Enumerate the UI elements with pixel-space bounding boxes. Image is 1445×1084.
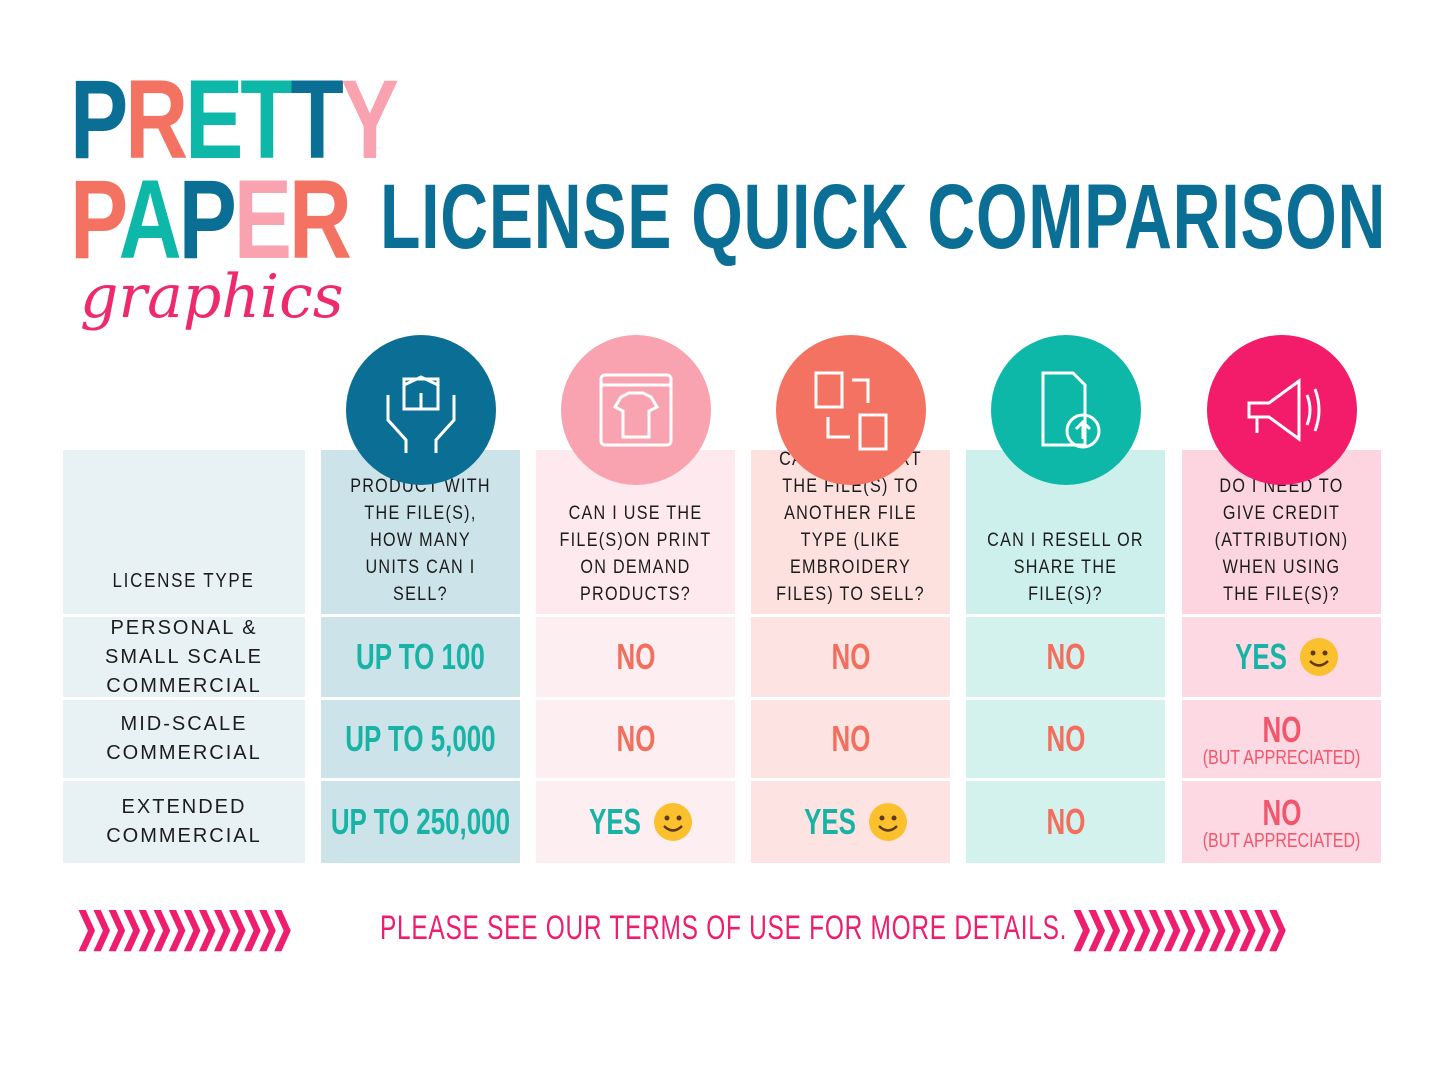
row-label: EXTENDED COMMERCIAL: [63, 781, 305, 863]
cell-value: UP TO 100: [356, 636, 485, 677]
logo-line-graphics: graphics: [80, 262, 344, 332]
cell-value: NO: [1046, 801, 1085, 842]
table-cell: NO: [751, 617, 950, 697]
logo-letter: R: [125, 57, 188, 182]
row-label: PERSONAL & SMALL SCALE COMMERCIAL: [63, 617, 305, 697]
cell-value: UP TO 250,000: [330, 801, 511, 842]
table-cell: YES: [751, 781, 950, 863]
logo-letter: T: [240, 57, 293, 182]
logo-letter: A: [118, 157, 182, 282]
footer-note: ❯❯❯❯❯❯❯❯❯❯❯❯❯❯ PLEASE SEE OUR TERMS OF U…: [75, 905, 1375, 951]
table-cell: NO: [536, 700, 735, 778]
logo-letter: P: [178, 157, 237, 282]
table-cell: NO (BUT APPRECIATED): [1182, 700, 1381, 778]
table-cell: YES: [1182, 617, 1381, 697]
cell-value: NO: [1046, 718, 1085, 759]
column-header: CAN I RESELL OR SHARE THE FILE(S)?: [966, 450, 1165, 614]
smile-emoji-icon: [868, 803, 907, 841]
license-type-header-text: LICENSE TYPE: [113, 570, 255, 592]
table-cell: NO: [966, 617, 1165, 697]
hands-holding-box-icon: [386, 375, 456, 453]
logo-letter: R: [288, 157, 352, 282]
row-label: MID-SCALE COMMERCIAL: [63, 700, 305, 778]
chevrons-right: ❯❯❯❯❯❯❯❯❯❯❯❯❯❯: [1070, 906, 1289, 950]
smile-emoji-icon: [653, 803, 692, 841]
table-cell: NO: [536, 617, 735, 697]
table-cell: NO: [966, 700, 1165, 778]
megaphone-icon: [1247, 378, 1321, 442]
logo-line-paper: PAPER: [70, 164, 352, 276]
file-convert-icon: [814, 371, 888, 451]
cell-value: UP TO 5,000: [345, 718, 496, 759]
table-cell: YES: [536, 781, 735, 863]
logo-line-pretty: PRETTY: [70, 64, 399, 176]
row-label-text: PERSONAL & SMALL SCALE COMMERCIAL: [105, 616, 263, 697]
logo-letter: E: [185, 57, 243, 182]
cell-value: NO: [831, 636, 870, 677]
cell-value: NO: [1262, 708, 1301, 750]
table-cell: UP TO 5,000: [321, 700, 520, 778]
logo-letter: Y: [340, 57, 399, 182]
table-cell: NO: [751, 700, 950, 778]
page-title: LICENSE QUICK COMPARISON: [380, 166, 1387, 268]
cell-value: NO: [1046, 636, 1085, 677]
column-icon-circle: [561, 335, 711, 485]
column-icon-circle: [1207, 335, 1357, 485]
cell-value: NO: [616, 636, 655, 677]
license-type-header: LICENSE TYPE: [63, 450, 305, 614]
cell-value: NO: [1262, 791, 1301, 833]
chevrons-left: ❯❯❯❯❯❯❯❯❯❯❯❯❯❯: [75, 906, 294, 950]
column-question: CAN I RESELL OR SHARE THE FILE(S)?: [987, 530, 1144, 605]
column-question: CAN I USE THE FILE(S)ON PRINT ON DEMAND …: [559, 503, 712, 605]
cell-value: NO: [616, 718, 655, 759]
footer-text: PLEASE SEE OUR TERMS OF USE FOR MORE DET…: [380, 908, 1068, 947]
row-label-text: EXTENDED COMMERCIAL: [106, 796, 262, 847]
cell-value: YES: [1235, 636, 1288, 677]
smile-emoji-icon: [1299, 638, 1338, 676]
cell-note: (BUT APPRECIATED): [1202, 746, 1361, 769]
logo: PRETTY PAPER graphics: [70, 64, 399, 333]
table-cell: NO: [966, 781, 1165, 863]
column-icon-circle: [776, 335, 926, 485]
row-label-text: MID-SCALE COMMERCIAL: [106, 713, 262, 764]
column-icon-circle: [346, 335, 496, 485]
logo-letter: P: [70, 57, 128, 182]
cell-note: (BUT APPRECIATED): [1202, 829, 1361, 852]
column-icon-circle: [991, 335, 1141, 485]
table-cell: UP TO 250,000: [321, 781, 520, 863]
cell-value: NO: [831, 718, 870, 759]
logo-letter: T: [290, 57, 344, 182]
table-cell: UP TO 100: [321, 617, 520, 697]
cell-value: YES: [804, 801, 857, 842]
tshirt-print-icon: [599, 373, 673, 447]
table-cell: NO (BUT APPRECIATED): [1182, 781, 1381, 863]
column-question: DO I NEED TO GIVE CREDIT (ATTRIBUTION) W…: [1214, 476, 1349, 605]
logo-letter: P: [70, 157, 122, 282]
column-header: CAN I USE THE FILE(S)ON PRINT ON DEMAND …: [536, 450, 735, 614]
file-upload-icon: [1041, 371, 1101, 449]
logo-letter: E: [233, 157, 292, 282]
cell-value: YES: [589, 801, 642, 842]
